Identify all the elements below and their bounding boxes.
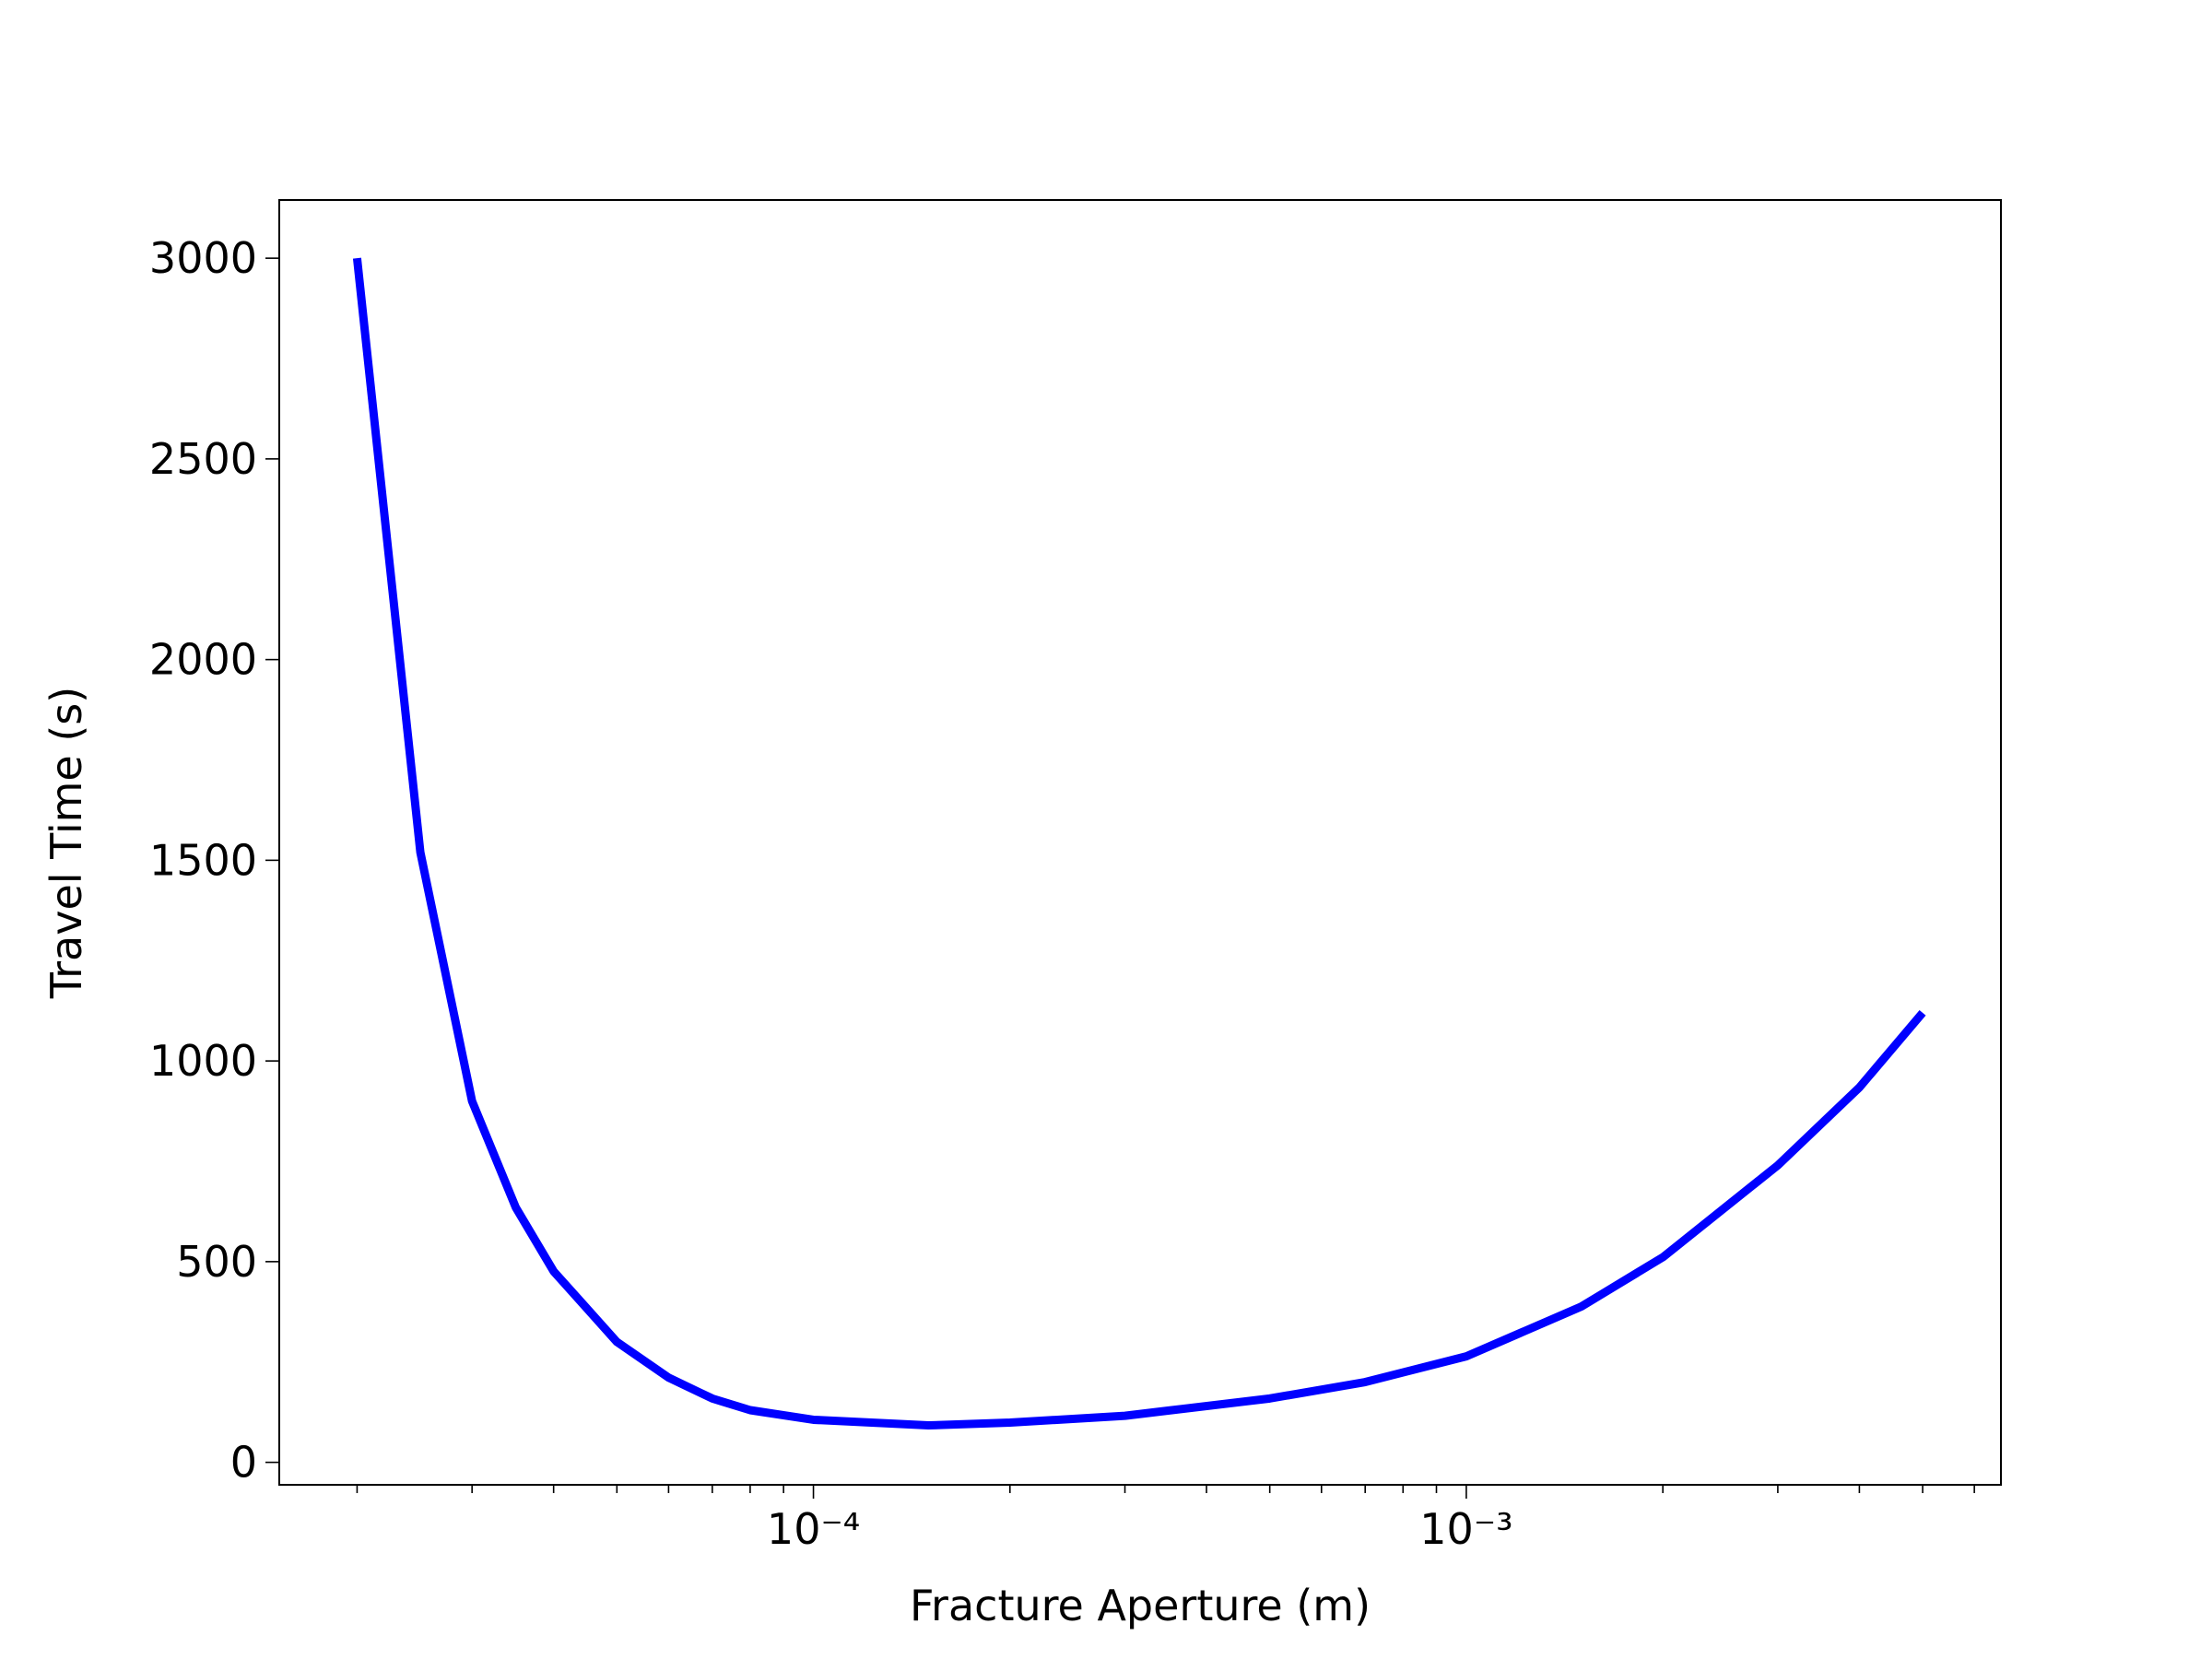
- y-tick-label: 2000: [149, 635, 257, 685]
- data-line: [352, 257, 1926, 1430]
- y-axis-label: Travel Time (s): [41, 687, 91, 999]
- x-axis-label: Fracture Aperture (m): [910, 1581, 1371, 1630]
- y-tick-label: 1000: [149, 1036, 257, 1086]
- x-tick-label: 10⁻³: [1419, 1504, 1512, 1554]
- y-tick-label: 500: [176, 1237, 257, 1287]
- y-tick-label: 1500: [149, 835, 257, 885]
- y-tick-label: 3000: [149, 233, 257, 283]
- y-tick-label: 0: [230, 1438, 257, 1488]
- y-tick-label: 2500: [149, 434, 257, 484]
- plot-frame: [278, 199, 2002, 1486]
- x-tick-label: 10⁻⁴: [767, 1504, 860, 1554]
